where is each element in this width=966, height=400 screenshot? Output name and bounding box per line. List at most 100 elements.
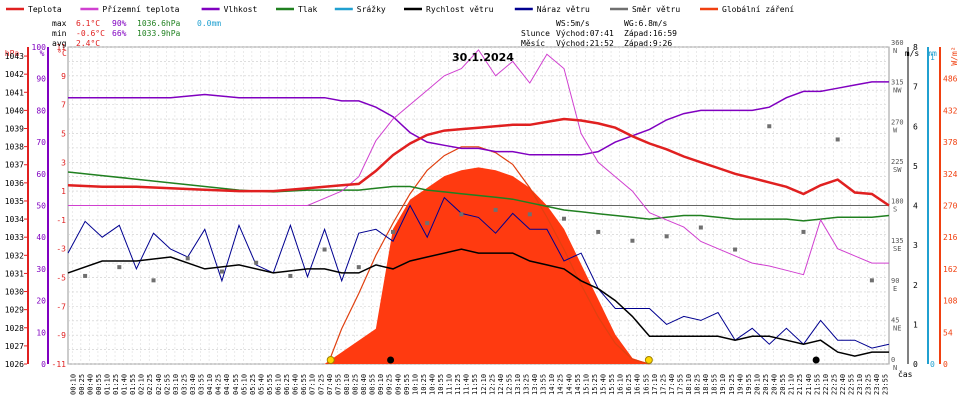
x-tick-label: 02:40 — [155, 374, 163, 395]
x-tick-label: 15:10 — [582, 374, 590, 395]
hpa-tick: 1028 — [5, 324, 24, 333]
stat-label: max — [52, 19, 67, 28]
x-tick-label: 10:55 — [437, 374, 445, 395]
x-tick-label: 20:55 — [779, 374, 787, 395]
x-tick-label: 14:25 — [557, 374, 565, 395]
stat-hum: 66% — [112, 29, 127, 38]
wind-direction-point — [562, 216, 567, 221]
x-tick-label: 17:10 — [651, 374, 659, 395]
pct-tick: 60 — [36, 170, 46, 179]
dir-tick: 315 — [891, 79, 904, 87]
legend-entry: Tlak — [298, 5, 317, 14]
wm2-tick: 270 — [943, 202, 958, 211]
x-tick-label: 10:10 — [411, 374, 419, 395]
legend-entry: Teplota — [28, 5, 62, 14]
x-tick-label: 15:55 — [608, 374, 616, 395]
wind-direction-point — [425, 221, 430, 226]
hpa-tick: 1030 — [5, 288, 24, 297]
ms-tick: 2 — [913, 281, 918, 290]
dir-tick: 135 — [891, 237, 904, 245]
x-tick-label: 22:10 — [822, 374, 830, 395]
pct-tick: 0 — [41, 360, 46, 369]
hpa-tick: 1034 — [5, 215, 24, 224]
wind-direction-point — [322, 247, 327, 252]
x-tick-label: 02:55 — [163, 374, 171, 395]
x-tick-label: 08:10 — [343, 374, 351, 395]
stat-press: 1036.6hPa — [137, 19, 181, 28]
x-tick-label: 04:25 — [215, 374, 223, 395]
series-ground-temp — [68, 49, 889, 276]
x-tick-label: 21:25 — [796, 374, 804, 395]
x-tick-label: 23:25 — [865, 374, 873, 395]
mm-tick: 1 — [930, 53, 935, 62]
x-tick-label: 06:55 — [300, 374, 308, 395]
wind-direction-point — [767, 124, 772, 129]
x-tick-label: 17:40 — [668, 374, 676, 395]
ms-tick: 1 — [913, 320, 918, 329]
x-tick-label: 15:40 — [600, 374, 608, 395]
pct-tick: 10 — [36, 328, 46, 337]
sunrise-marker — [326, 356, 335, 364]
ms-tick: 6 — [913, 122, 918, 131]
x-tick-label: 11:40 — [463, 374, 471, 395]
wind-direction-point — [527, 212, 532, 217]
x-tick-label: 03:10 — [172, 374, 180, 395]
dir-tick-name: SW — [893, 166, 902, 174]
x-tick-label: 09:40 — [394, 374, 402, 395]
stat-ws: WS:5m/s — [556, 19, 590, 28]
wind-direction-point — [630, 238, 635, 243]
degc-tick: 1 — [61, 187, 66, 196]
wind-direction-point — [185, 256, 190, 261]
wind-direction-point — [698, 225, 703, 230]
wm2-tick: 216 — [943, 233, 958, 242]
x-tick-label: 06:10 — [275, 374, 283, 395]
degc-tick: 7 — [61, 101, 66, 110]
x-tick-label: 00:10 — [69, 374, 77, 395]
pct-axis-label: % — [40, 49, 45, 58]
x-tick-label: 01:10 — [103, 374, 111, 395]
series-global-radiation — [324, 167, 650, 364]
wind-direction-point — [459, 212, 464, 217]
wind-direction-point — [493, 207, 498, 212]
stat-label: min — [52, 29, 67, 38]
moonset-time: Západ:9:26 — [624, 39, 672, 48]
x-tick-label: 21:40 — [805, 374, 813, 395]
dir-tick-name: NE — [893, 324, 901, 332]
x-tick-label: 01:55 — [129, 374, 137, 395]
hpa-tick: 1029 — [5, 306, 24, 315]
wind-direction-point — [83, 273, 88, 278]
x-tick-label: 18:55 — [711, 374, 719, 395]
x-tick-label: 23:55 — [882, 374, 890, 395]
degc-tick: -3 — [56, 245, 66, 254]
stat-temp: 2.4°C — [76, 39, 100, 48]
series-wind-speed — [67, 248, 889, 357]
dir-tick-name: W — [893, 126, 898, 134]
degc-tick: 11 — [56, 43, 66, 52]
sunset-marker — [644, 356, 653, 364]
mm-tick: 0 — [930, 360, 935, 369]
x-tick-label: 03:25 — [180, 374, 188, 395]
x-tick-label: 23:40 — [873, 374, 881, 395]
wm2-tick: 54 — [943, 328, 953, 337]
sunrise-time: Východ:07:41 — [556, 29, 614, 38]
degc-tick: -11 — [52, 360, 67, 369]
dir-tick: 180 — [891, 198, 904, 206]
wind-direction-point — [254, 260, 259, 265]
hpa-tick: 1036 — [5, 179, 24, 188]
dir-tick: 360 — [891, 39, 904, 47]
degc-tick: 3 — [61, 158, 66, 167]
moonrise-marker — [812, 356, 820, 364]
x-tick-label: 11:55 — [471, 374, 479, 395]
x-tick-label: 11:10 — [446, 374, 454, 395]
stat-wg: WG:6.8m/s — [624, 19, 668, 28]
legend-entry: Vlhkost — [224, 5, 258, 14]
x-tick-label: 13:10 — [514, 374, 522, 395]
x-tick-label: 08:25 — [351, 374, 359, 395]
x-tick-label: 13:55 — [540, 374, 548, 395]
ms-tick: 7 — [913, 83, 918, 92]
pct-tick: 100 — [32, 43, 47, 52]
dir-tick-name: N — [893, 364, 897, 372]
x-tick-label: 08:55 — [369, 374, 377, 395]
series-pressure — [67, 171, 890, 222]
